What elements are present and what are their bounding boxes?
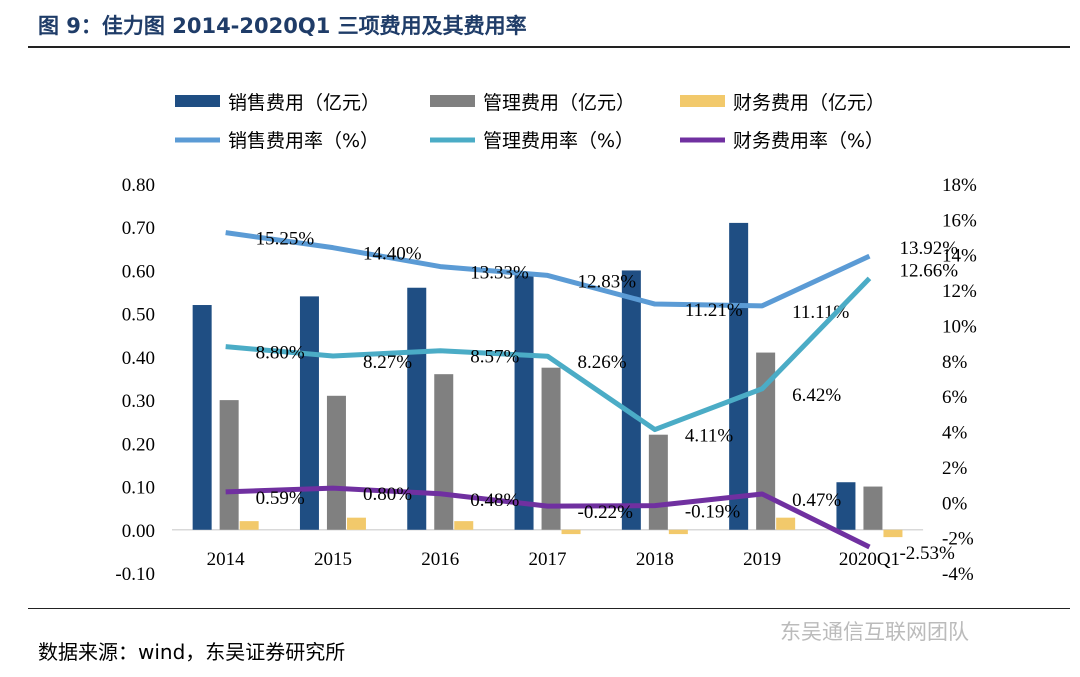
data-label: 0.47%: [792, 490, 841, 511]
bar-1: [407, 287, 427, 530]
bar-2: [648, 434, 668, 530]
right-tick-label: -2%: [942, 529, 974, 550]
bar-2: [863, 486, 883, 530]
bar-3: [346, 517, 366, 530]
data-label: 6.42%: [792, 385, 841, 406]
line-1: [225, 230, 871, 309]
bar-3: [561, 529, 581, 535]
bar-3: [668, 529, 688, 535]
bar-1: [729, 222, 749, 530]
legend-swatch: [680, 95, 725, 107]
data-label: 15.25%: [256, 229, 315, 250]
left-tick-label: 0.80: [122, 175, 155, 196]
data-label: 14.40%: [363, 244, 422, 265]
data-label: 12.66%: [899, 260, 958, 281]
legend-label: 财务费用（亿元）: [733, 92, 885, 114]
data-label: 8.26%: [578, 352, 627, 373]
source-note: 数据来源：wind，东吴证券研究所: [38, 640, 346, 664]
right-tick-label: 8%: [942, 352, 968, 373]
x-tick-label: 2018: [636, 549, 674, 570]
chart-title: 图 9：佳力图 2014-2020Q1 三项费用及其费用率: [38, 14, 527, 38]
bar-1: [514, 274, 534, 530]
data-label: 4.11%: [685, 426, 734, 447]
data-label: 13.92%: [899, 238, 958, 259]
left-tick-label: -0.10: [115, 564, 155, 585]
right-tick-label: 16%: [942, 210, 977, 231]
right-tick-label: 14%: [942, 246, 977, 267]
legend-swatch: [175, 95, 220, 107]
left-tick-label: 0.30: [122, 391, 155, 412]
bottom-rule: [28, 608, 1070, 609]
left-tick-label: 0.40: [122, 348, 155, 369]
bar-1: [621, 270, 641, 530]
data-label: 8.27%: [363, 352, 412, 373]
bar-1: [192, 305, 212, 530]
line-2: [225, 276, 872, 433]
bar-2: [219, 400, 239, 530]
left-tick-label: 0.00: [122, 521, 155, 542]
bar-3: [454, 521, 474, 530]
bar-3: [883, 529, 903, 538]
line-3: [225, 485, 871, 550]
left-tick-label: 0.10: [122, 478, 155, 499]
legend-label: 财务费用率（%）: [733, 130, 884, 152]
legend-label: 销售费用（亿元）: [228, 92, 380, 114]
x-tick-label: 2019: [743, 549, 781, 570]
legend-label: 管理费用率（%）: [483, 130, 634, 152]
right-tick-label: 18%: [942, 175, 977, 196]
data-label: -2.53%: [899, 543, 955, 564]
watermark: 东吴通信互联网团队: [780, 620, 969, 644]
legend-label: 管理费用（亿元）: [483, 92, 635, 114]
bar-2: [326, 395, 346, 530]
left-tick-label: 0.20: [122, 434, 155, 455]
bar-1: [836, 482, 856, 530]
right-tick-label: 6%: [942, 387, 968, 408]
right-tick-label: 0%: [942, 493, 968, 514]
right-tick-label: 12%: [942, 281, 977, 302]
right-tick-label: 10%: [942, 316, 977, 337]
bar-2: [541, 367, 561, 530]
x-tick-label: 2015: [314, 549, 352, 570]
data-label: 13.33%: [470, 263, 529, 284]
data-label: 0.59%: [256, 488, 305, 509]
data-label: -0.22%: [578, 502, 634, 523]
right-tick-label: -4%: [942, 564, 974, 585]
x-tick-label: 2017: [529, 549, 567, 570]
bar-2: [434, 374, 454, 530]
right-tick-label: 4%: [942, 423, 968, 444]
bar-3: [776, 517, 796, 530]
data-label: 0.80%: [363, 484, 412, 505]
bar-3: [239, 521, 259, 530]
bar-2: [756, 352, 776, 530]
left-tick-label: 0.60: [122, 261, 155, 282]
top-rule: [28, 46, 1070, 48]
data-label: 8.80%: [256, 343, 305, 364]
data-label: 11.21%: [685, 300, 743, 321]
data-label: 0.48%: [470, 490, 519, 511]
data-label: 11.11%: [792, 302, 849, 323]
legend-swatch: [430, 95, 475, 107]
data-label: 8.57%: [470, 347, 519, 368]
data-label: -0.19%: [685, 502, 741, 523]
x-tick-label: 2020Q1: [839, 549, 900, 570]
x-tick-label: 2016: [421, 549, 459, 570]
x-tick-label: 2014: [207, 549, 246, 570]
right-tick-label: 2%: [942, 458, 968, 479]
legend-label: 销售费用率（%）: [228, 130, 379, 152]
data-label: 12.83%: [578, 271, 637, 292]
left-tick-label: 0.50: [122, 305, 155, 326]
left-tick-label: 0.70: [122, 218, 155, 239]
